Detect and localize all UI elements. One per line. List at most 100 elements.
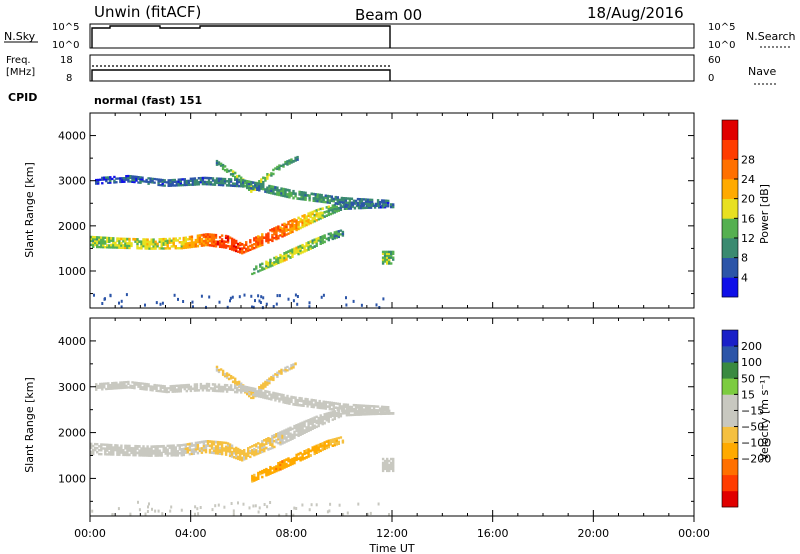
power-cell [378,201,382,204]
velocity-cell [263,445,266,448]
velocity-cell [285,432,288,435]
power-cell [341,234,345,237]
velocity-cell [103,386,106,389]
velocity-cell [376,409,380,412]
velocity-cell [139,387,142,390]
velocity-cell [309,418,312,421]
power-cell [270,189,273,193]
velocity-cell [179,390,182,393]
velocity-cell [108,453,111,456]
velocity-cell [387,407,390,411]
velocity-cell [331,440,334,443]
velocity-cell [288,367,291,371]
velocity-cell [323,415,326,418]
power-cell [183,181,186,185]
velocity-cell [167,387,170,390]
velocity-cell [207,385,211,388]
power-cell [112,246,115,249]
power-cell [239,251,242,254]
power-cell [146,238,149,242]
velocity-cell [224,447,228,450]
velocity-cell [252,391,255,394]
velocity-ylabel: Slant Range [km] [23,377,36,473]
velocity-cell [244,385,247,389]
power-cell [298,193,301,196]
power-cell [111,177,114,181]
power-cell [333,209,336,212]
velocity-cell [219,368,223,371]
power-cell [226,241,230,244]
power-cell [381,258,385,261]
velocity-cell [344,409,348,413]
power-cell [302,195,305,199]
power-cell [372,204,376,207]
power-cell [288,159,291,163]
power-cell [108,240,111,243]
velocity-cell [173,390,176,393]
velocity-cell [320,402,323,405]
velocity-cell [289,428,292,432]
velocity-cell [104,453,107,456]
power-cell [244,181,247,185]
velocity-cell [327,411,330,415]
velocity-cell [107,387,110,390]
velocity-cell [181,386,184,389]
velocity-cell [122,453,125,457]
velocity-ytick-label: 3000 [58,381,86,394]
velocity-cell [214,440,218,444]
velocity-cell [205,389,209,392]
velocity-cell [332,408,335,411]
velocity-cell [318,399,321,403]
power-cell [131,178,134,182]
power-cell [280,164,283,167]
power-cell [128,244,131,247]
power-cell [364,198,368,201]
velocity-cell [156,449,159,453]
power-cell [185,179,188,183]
power-cell [232,246,236,250]
velocity-cell [317,443,320,447]
velocity-cell [196,443,200,447]
velocity-cell [345,413,349,417]
velocity-cell [342,403,346,406]
velocity-cell [281,434,284,437]
velocity-cell [258,386,261,389]
power-cell [179,178,182,181]
power-cell [131,177,134,180]
velocity-cell [132,447,135,450]
velocity-cell [293,424,296,428]
velocity-cell [262,382,265,386]
velocity-cell [193,389,197,392]
velocity-cell [336,402,339,406]
velocity-cell [335,411,338,415]
velocity-cell [276,371,279,374]
velocity-cell [234,379,237,383]
power-cell [360,200,364,203]
power-cell [151,177,154,180]
velocity-cell [353,413,357,416]
power-cell [289,249,292,253]
velocity-colorbar-swatch [722,346,738,363]
power-cell [351,205,355,208]
power-cell [94,243,97,247]
power-cell [97,180,100,183]
velocity-cell [124,444,127,448]
velocity-cell [201,386,205,390]
velocity-cell [248,392,251,396]
velocity-cell [305,428,308,431]
power-cell [130,242,133,245]
velocity-cell [142,449,145,453]
velocity-cell [176,452,179,455]
power-cell [360,203,364,207]
power-cell [222,244,226,247]
velocity-cell [213,385,217,388]
power-cell [104,242,107,245]
velocity-cell [218,450,222,454]
velocity-noise-cell [161,512,164,516]
velocity-cell [282,369,285,372]
velocity-colorbar-frame [721,329,739,508]
power-cell [278,166,281,169]
power-cell [313,240,316,244]
power-cell [254,188,257,191]
power-cell [139,181,142,184]
